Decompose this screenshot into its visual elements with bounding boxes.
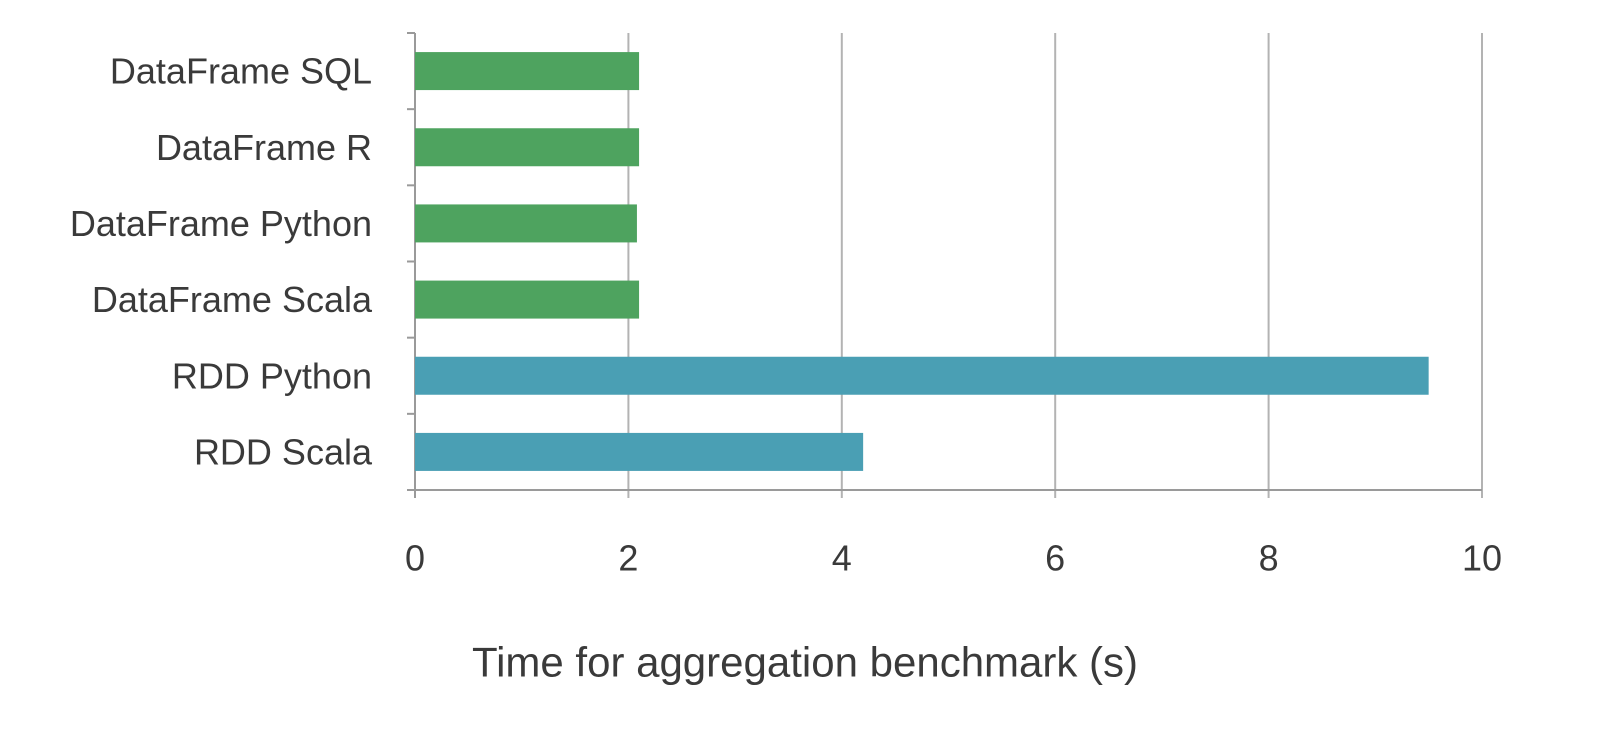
bar-dataframe-sql (415, 52, 640, 91)
category-label: DataFrame Scala (92, 279, 373, 320)
category-label: RDD Scala (194, 431, 373, 472)
x-tick-label: 10 (1462, 538, 1502, 579)
bar-rdd-python (415, 356, 1429, 395)
bar-dataframe-python (415, 204, 637, 243)
axes (407, 32, 1482, 498)
category-label: DataFrame R (156, 127, 372, 168)
bar-dataframe-r (415, 128, 640, 167)
x-tick-label: 4 (832, 538, 852, 579)
grid-lines (627, 33, 1483, 498)
category-label: RDD Python (172, 355, 372, 396)
x-tick-labels: 0 2 4 6 8 10 (405, 538, 1502, 579)
category-label: DataFrame Python (70, 203, 372, 244)
bars (415, 52, 1429, 471)
x-tick-label: 8 (1259, 538, 1279, 579)
bar-dataframe-scala (415, 280, 640, 319)
x-tick-label: 0 (405, 538, 425, 579)
x-axis-title: Time for aggregation benchmark (s) (472, 639, 1138, 686)
category-label: DataFrame SQL (110, 51, 372, 92)
bar-rdd-scala (415, 432, 864, 471)
category-labels: DataFrame SQL DataFrame R DataFrame Python… (70, 51, 373, 473)
x-tick-label: 2 (618, 538, 638, 579)
x-tick-label: 6 (1045, 538, 1065, 579)
